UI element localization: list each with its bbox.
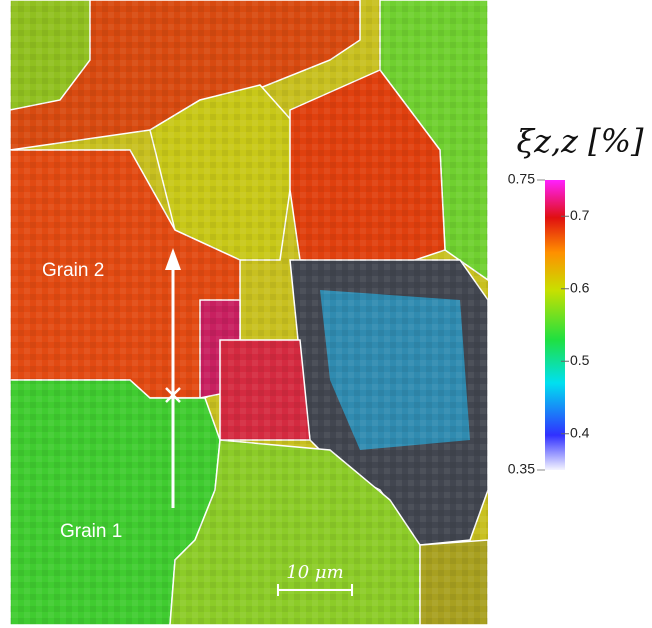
colorbar-tick-label: 0.7 — [570, 207, 590, 223]
colorbar-tick-label: 0.35 — [508, 461, 535, 477]
grain-label: Grain 2 — [42, 260, 104, 281]
scale-bar-label: 10 μm — [286, 562, 343, 583]
colorbar-title: ξz,z [%] — [516, 122, 644, 160]
colorbar-tick-label: 0.5 — [570, 352, 590, 368]
colorbar-tick-label: 0.4 — [570, 424, 590, 440]
grain-label: Grain 1 — [60, 521, 122, 542]
strain-map — [9, 0, 489, 626]
scale-bar — [277, 584, 353, 596]
colorbar-tick-label: 0.75 — [508, 171, 535, 187]
colorbar — [545, 180, 565, 470]
colorbar-tick-label: 0.6 — [570, 279, 590, 295]
profile-arrow — [165, 248, 181, 508]
